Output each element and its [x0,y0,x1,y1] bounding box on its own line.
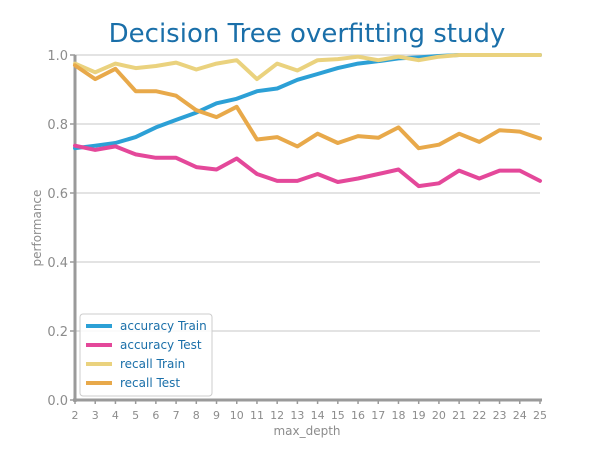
legend-box [79,313,213,397]
y-axis-label: performance [30,190,44,267]
legend-label: recall Train [120,357,185,371]
gridlines [75,54,540,332]
x-tick-label: 7 [173,409,180,422]
y-tick-labels: 0.0 0.2 0.4 0.6 0.8 1.0 [47,49,68,409]
x-tick-label: 12 [270,409,284,422]
x-tick-label: 3 [92,409,99,422]
chart-title: Decision Tree overfitting study [109,19,506,49]
x-tick-label: 17 [371,409,385,422]
y-tick-label: 0.4 [47,256,68,271]
axes [70,54,542,404]
series-lines [73,53,542,189]
x-tick-label: 18 [391,409,405,422]
x-tick-labels: 2 3 4 5 6 7 8 9 10 11 12 13 14 15 16 17 18 19 20 21 22 23 24 25 [72,409,548,422]
legend-label: recall Test [120,376,180,390]
x-tick-label: 24 [513,409,527,422]
y-tick-label: 0.6 [47,187,68,202]
series-line-accuracy-test [73,143,542,189]
x-tick-label: 25 [533,409,547,422]
x-tick-label: 19 [412,409,426,422]
x-tick-label: 4 [112,409,119,422]
series-line-recall-train [73,53,542,82]
legend-label: accuracy Train [120,319,207,333]
x-tick-label: 5 [132,409,139,422]
x-tick-label: 21 [452,409,466,422]
x-tick-label: 8 [193,409,200,422]
legend: accuracy Train accuracy Test recall Train r… [79,313,213,397]
x-tick-label: 15 [331,409,345,422]
x-tick-label: 9 [213,409,220,422]
series-line-recall-test [73,63,542,151]
x-tick-label: 22 [472,409,486,422]
x-tick-label: 6 [152,409,159,422]
legend-label: accuracy Test [120,338,202,352]
y-tick-label: 0.0 [47,394,68,409]
x-tick-label: 20 [432,409,446,422]
x-tick-label: 2 [72,409,79,422]
x-tick-label: 10 [230,409,244,422]
x-tick-label: 16 [351,409,365,422]
x-tick-label: 14 [311,409,325,422]
x-tick-label: 11 [250,409,264,422]
x-axis-label: max_depth [273,424,340,438]
y-tick-label: 0.2 [47,325,68,340]
y-tick-label: 0.8 [47,118,68,133]
x-tick-label: 23 [493,409,507,422]
y-tick-label: 1.0 [47,49,68,64]
x-tick-label: 13 [290,409,304,422]
